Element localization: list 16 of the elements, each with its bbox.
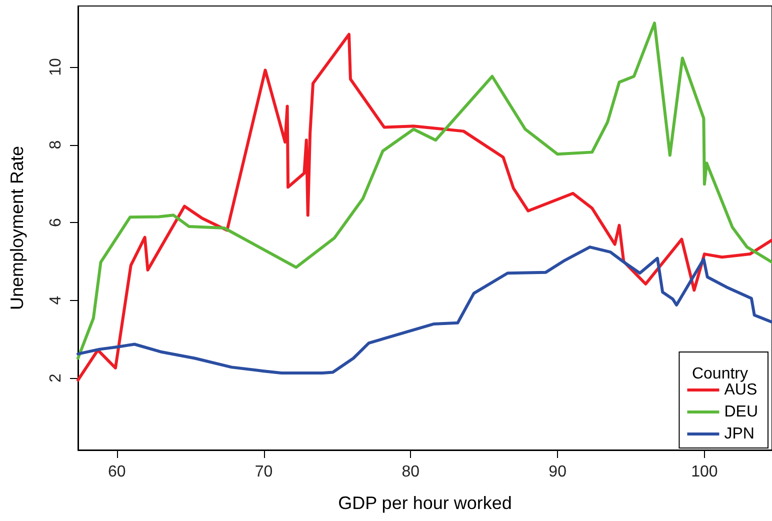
x-tick-label: 80 (402, 464, 420, 480)
x-tick-label: 60 (108, 464, 126, 480)
x-axis-title: GDP per hour worked (338, 493, 512, 513)
y-tick-label: 10 (48, 58, 64, 76)
y-tick-label: 4 (48, 296, 64, 305)
y-tick-label: 8 (48, 140, 64, 150)
y-tick-label: 6 (48, 218, 64, 228)
x-tick-label: 90 (548, 464, 567, 480)
legend-label: AUS (724, 382, 758, 398)
y-axis-title: Unemployment Rate (7, 146, 27, 310)
legend-label: DEU (724, 404, 758, 420)
legend-label: JPN (724, 426, 754, 442)
legend-title: Country (692, 366, 748, 382)
x-tick-label: 100 (691, 464, 718, 480)
x-tick-label: 70 (254, 464, 273, 480)
y-tick-label: 2 (48, 374, 64, 383)
